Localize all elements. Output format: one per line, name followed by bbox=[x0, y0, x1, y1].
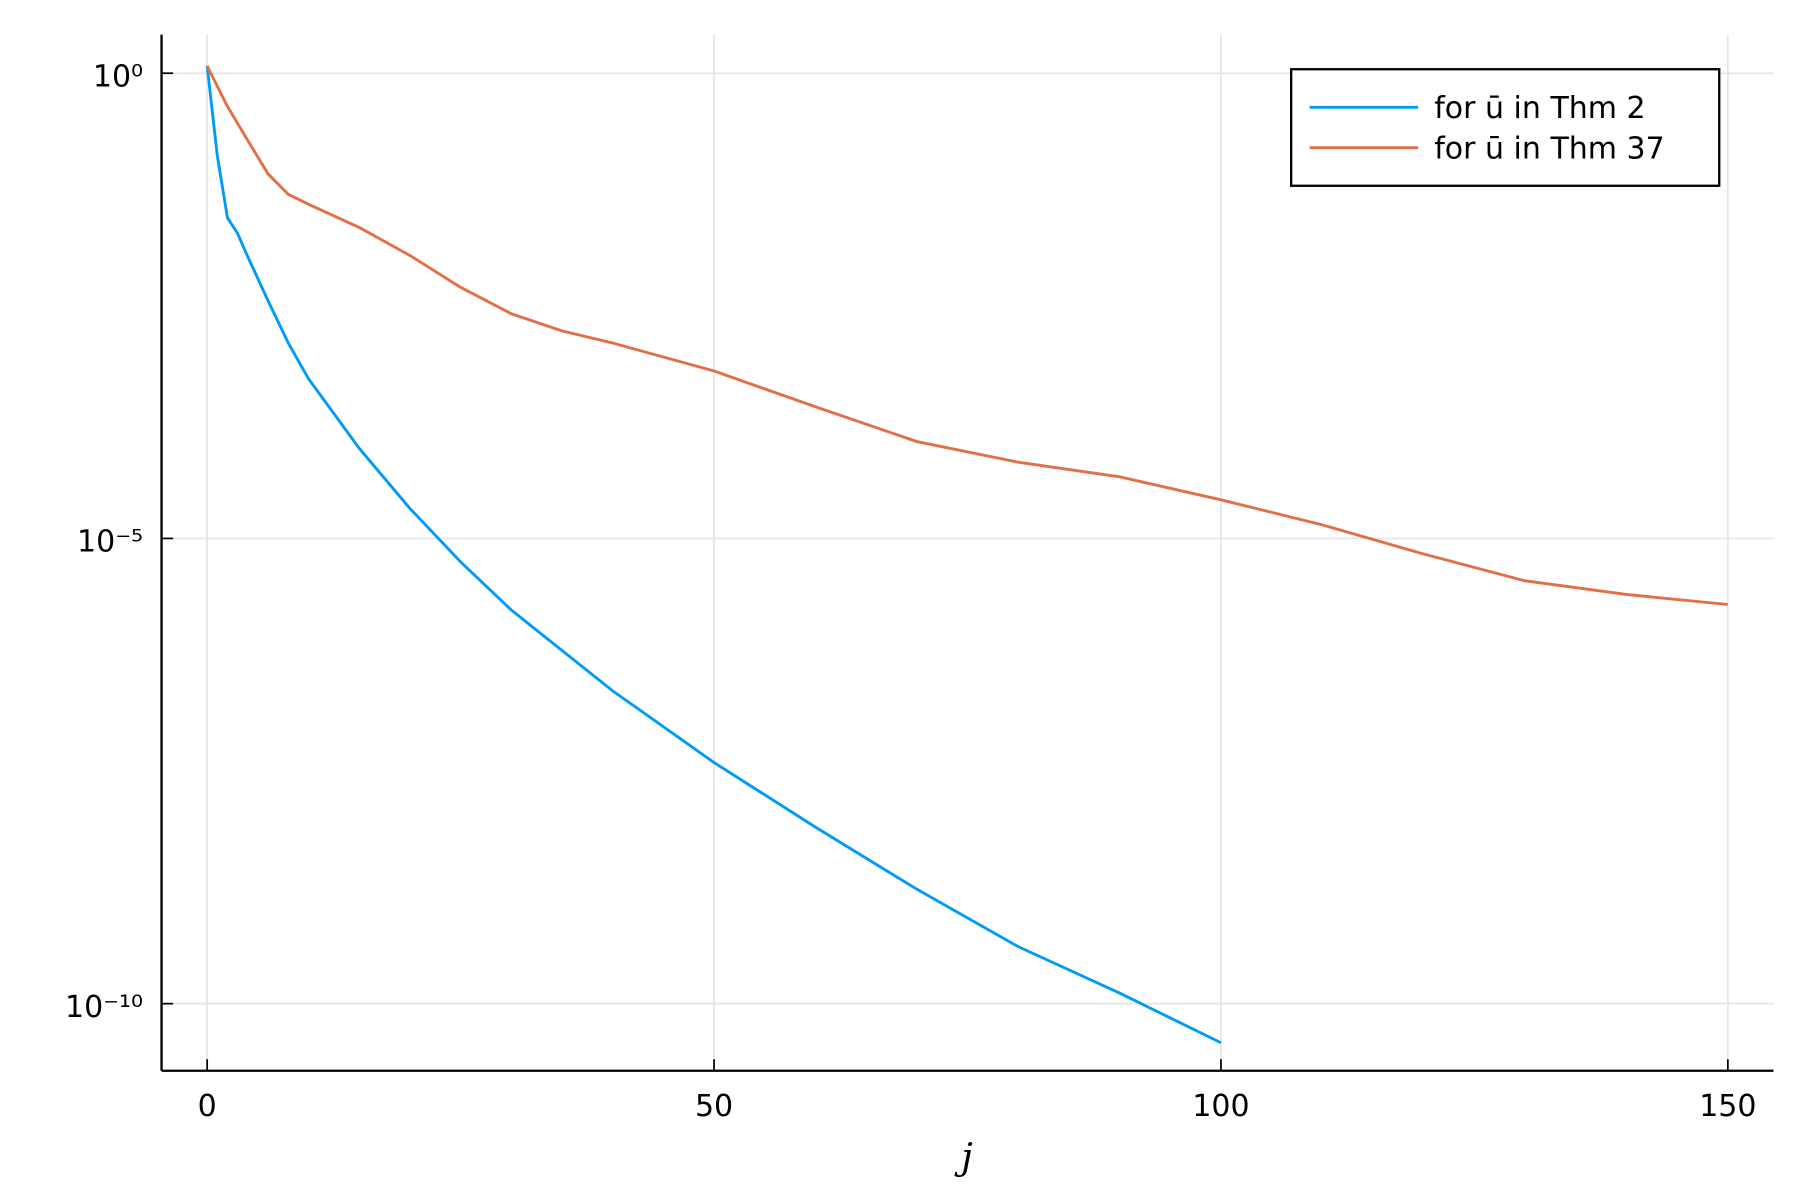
series-line bbox=[205, 65, 1728, 606]
y-tick-label: 10⁻⁵ bbox=[77, 525, 143, 560]
x-axis-label: j bbox=[954, 1135, 972, 1178]
legend-label: for ū in Thm 2 bbox=[1434, 91, 1645, 126]
y-tick-label: 10⁰ bbox=[93, 59, 143, 94]
x-tick-label: 0 bbox=[198, 1089, 217, 1124]
series-line bbox=[205, 65, 1222, 1045]
x-tick-label: 50 bbox=[695, 1089, 733, 1124]
x-tick-label: 150 bbox=[1699, 1089, 1756, 1124]
legend-box bbox=[1290, 68, 1721, 187]
legend-label: for ū in Thm 37 bbox=[1434, 132, 1665, 167]
x-tick-label: 100 bbox=[1192, 1089, 1249, 1124]
y-tick-label: 10⁻¹⁰ bbox=[65, 990, 143, 1025]
